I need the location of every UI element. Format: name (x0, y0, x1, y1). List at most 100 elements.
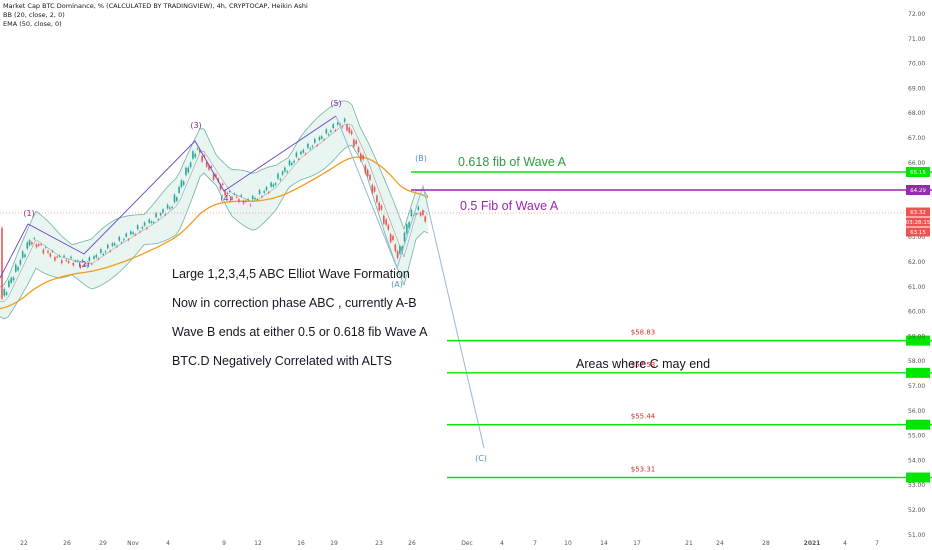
candle (330, 130, 332, 133)
candle (284, 167, 286, 172)
candle (353, 139, 355, 147)
candle (136, 225, 139, 230)
candle (281, 171, 284, 175)
candle (251, 196, 254, 200)
candle (304, 153, 307, 155)
candle (245, 200, 247, 202)
candles (1, 117, 426, 301)
candle (173, 194, 176, 203)
candle (369, 174, 371, 180)
candle (84, 264, 86, 266)
candle (219, 184, 222, 190)
fib-axis-tag (906, 185, 930, 195)
y-tick-label: 60.00 (908, 309, 925, 316)
candle (15, 264, 17, 272)
candle (258, 190, 261, 194)
x-tick-label: 23 (375, 540, 383, 547)
y-tick-label: 61.00 (908, 284, 925, 291)
candle (21, 251, 24, 258)
target-price-label: $57.53 (631, 361, 656, 369)
candle (249, 204, 252, 206)
price-tag (906, 207, 930, 217)
candle (33, 238, 35, 240)
candle (389, 234, 392, 243)
candle (107, 244, 109, 249)
candle (150, 221, 153, 223)
candle (254, 197, 256, 200)
fib-axis-tag-text: 64.29 (910, 188, 926, 194)
candle (366, 169, 369, 176)
candle (380, 205, 383, 210)
candle (270, 182, 272, 187)
candle (318, 137, 321, 141)
candle (155, 213, 157, 218)
ema-50 (0, 156, 429, 310)
candle (19, 260, 22, 265)
candle (355, 140, 357, 145)
targets-annotation: Areas where C may end (576, 357, 710, 371)
price-tag-text: 63.32 (910, 210, 926, 216)
fib-axis-tag (906, 167, 930, 177)
candle (263, 191, 265, 193)
candle (307, 143, 309, 148)
price-levels (0, 171, 932, 479)
y-tick-label: 57.00 (908, 383, 925, 390)
candle (8, 280, 10, 287)
candle (203, 155, 206, 157)
y-tick-label: 51.00 (908, 532, 925, 539)
price-tag-text: 03:28:15 (906, 220, 931, 226)
y-tick-label: 58.00 (908, 358, 925, 365)
correction-wave-line (335, 115, 485, 449)
candle (279, 179, 282, 181)
candle (192, 151, 194, 159)
candle (72, 262, 75, 266)
candle (320, 136, 323, 139)
candle (104, 251, 107, 253)
note-3: Wave B ends at either 0.5 or 0.618 fib W… (172, 325, 428, 339)
candle (169, 207, 171, 209)
candle (42, 249, 45, 254)
y-tick-label: 55.00 (908, 433, 925, 440)
candle (385, 219, 387, 225)
candle (148, 219, 150, 223)
wave-label-1: (1) (23, 209, 34, 218)
candle (208, 165, 210, 170)
candle (205, 162, 208, 167)
candle (364, 165, 367, 174)
candle (242, 201, 245, 204)
bb-fill (0, 100, 428, 319)
candle (180, 180, 183, 188)
fib-axis-tag-text: 65.15 (910, 170, 926, 176)
candle (235, 196, 238, 198)
x-tick-label: 2021 (804, 540, 821, 547)
candle (79, 264, 81, 268)
candle (373, 187, 376, 192)
candle (139, 231, 141, 233)
candle (178, 186, 180, 193)
y-tick-label: 65.00 (908, 185, 925, 192)
candle (196, 148, 199, 150)
x-tick-label: 26 (63, 540, 71, 547)
target-axis-tag (906, 335, 930, 346)
candle (12, 277, 15, 281)
target-axis-tag (906, 472, 930, 483)
ema-line (0, 156, 429, 310)
candle (51, 250, 54, 252)
candle (47, 250, 49, 253)
candle (274, 183, 277, 185)
y-tick-label: 62.00 (908, 259, 925, 266)
candle (212, 174, 215, 180)
note-4: BTC.D Negatively Correlated with ALTS (172, 354, 392, 368)
candle (419, 212, 422, 216)
candle (102, 253, 104, 255)
y-tick-label: 69.00 (908, 85, 925, 92)
candle (123, 239, 125, 241)
candle (327, 134, 330, 136)
candle (54, 257, 56, 261)
candle (56, 256, 58, 258)
candle (81, 259, 84, 262)
x-tick-label: 28 (762, 540, 770, 547)
candle (422, 210, 424, 215)
x-tick-label: 4 (500, 540, 504, 547)
